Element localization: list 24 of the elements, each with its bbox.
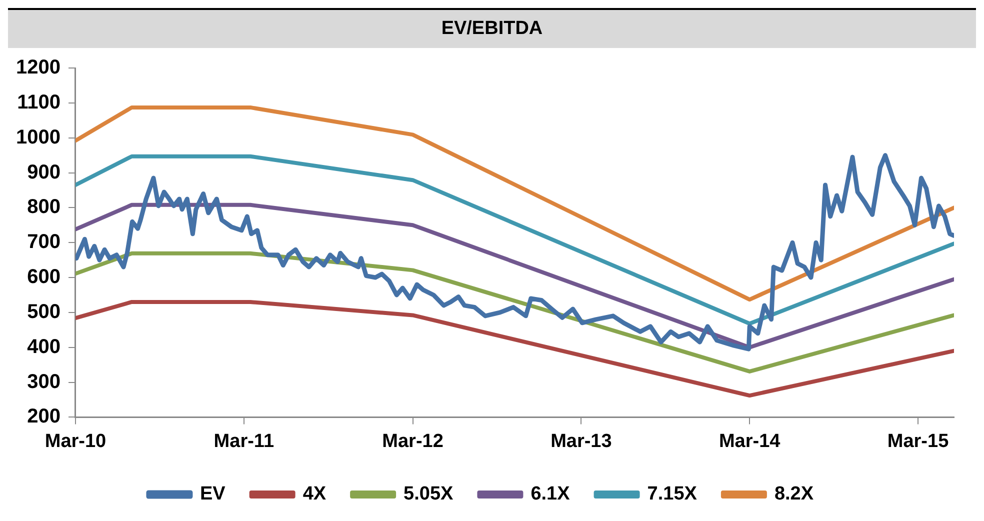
legend-label: EV <box>200 484 226 505</box>
legend-label: 8.2X <box>774 484 814 505</box>
y-tick-label: 400 <box>27 336 60 358</box>
chart-title: EV/EBITDA <box>8 8 976 48</box>
x-tick-label: Mar-14 <box>718 430 781 452</box>
y-tick-label: 1200 <box>16 56 60 79</box>
y-tick-label: 600 <box>27 266 60 288</box>
y-tick-label: 1000 <box>16 126 60 148</box>
legend-label: 7.15X <box>647 484 698 505</box>
legend-label: 5.05X <box>404 484 454 505</box>
y-tick-label: 700 <box>27 231 60 254</box>
y-tick-label: 900 <box>27 161 60 184</box>
legend-label: 6.1X <box>530 484 570 505</box>
legend-label: 4X <box>302 484 326 505</box>
y-tick-label: 800 <box>27 196 60 218</box>
y-tick-label: 1100 <box>17 91 60 114</box>
y-tick-label: 500 <box>27 300 60 323</box>
x-tick-label: Mar-15 <box>887 430 950 452</box>
x-tick-label: Mar-11 <box>214 430 274 452</box>
x-tick-label: Mar-12 <box>382 430 444 452</box>
y-tick-label: 200 <box>27 406 60 428</box>
x-tick-label: Mar-13 <box>550 430 612 452</box>
x-tick-label: Mar-10 <box>44 430 106 452</box>
y-tick-label: 300 <box>27 370 60 393</box>
